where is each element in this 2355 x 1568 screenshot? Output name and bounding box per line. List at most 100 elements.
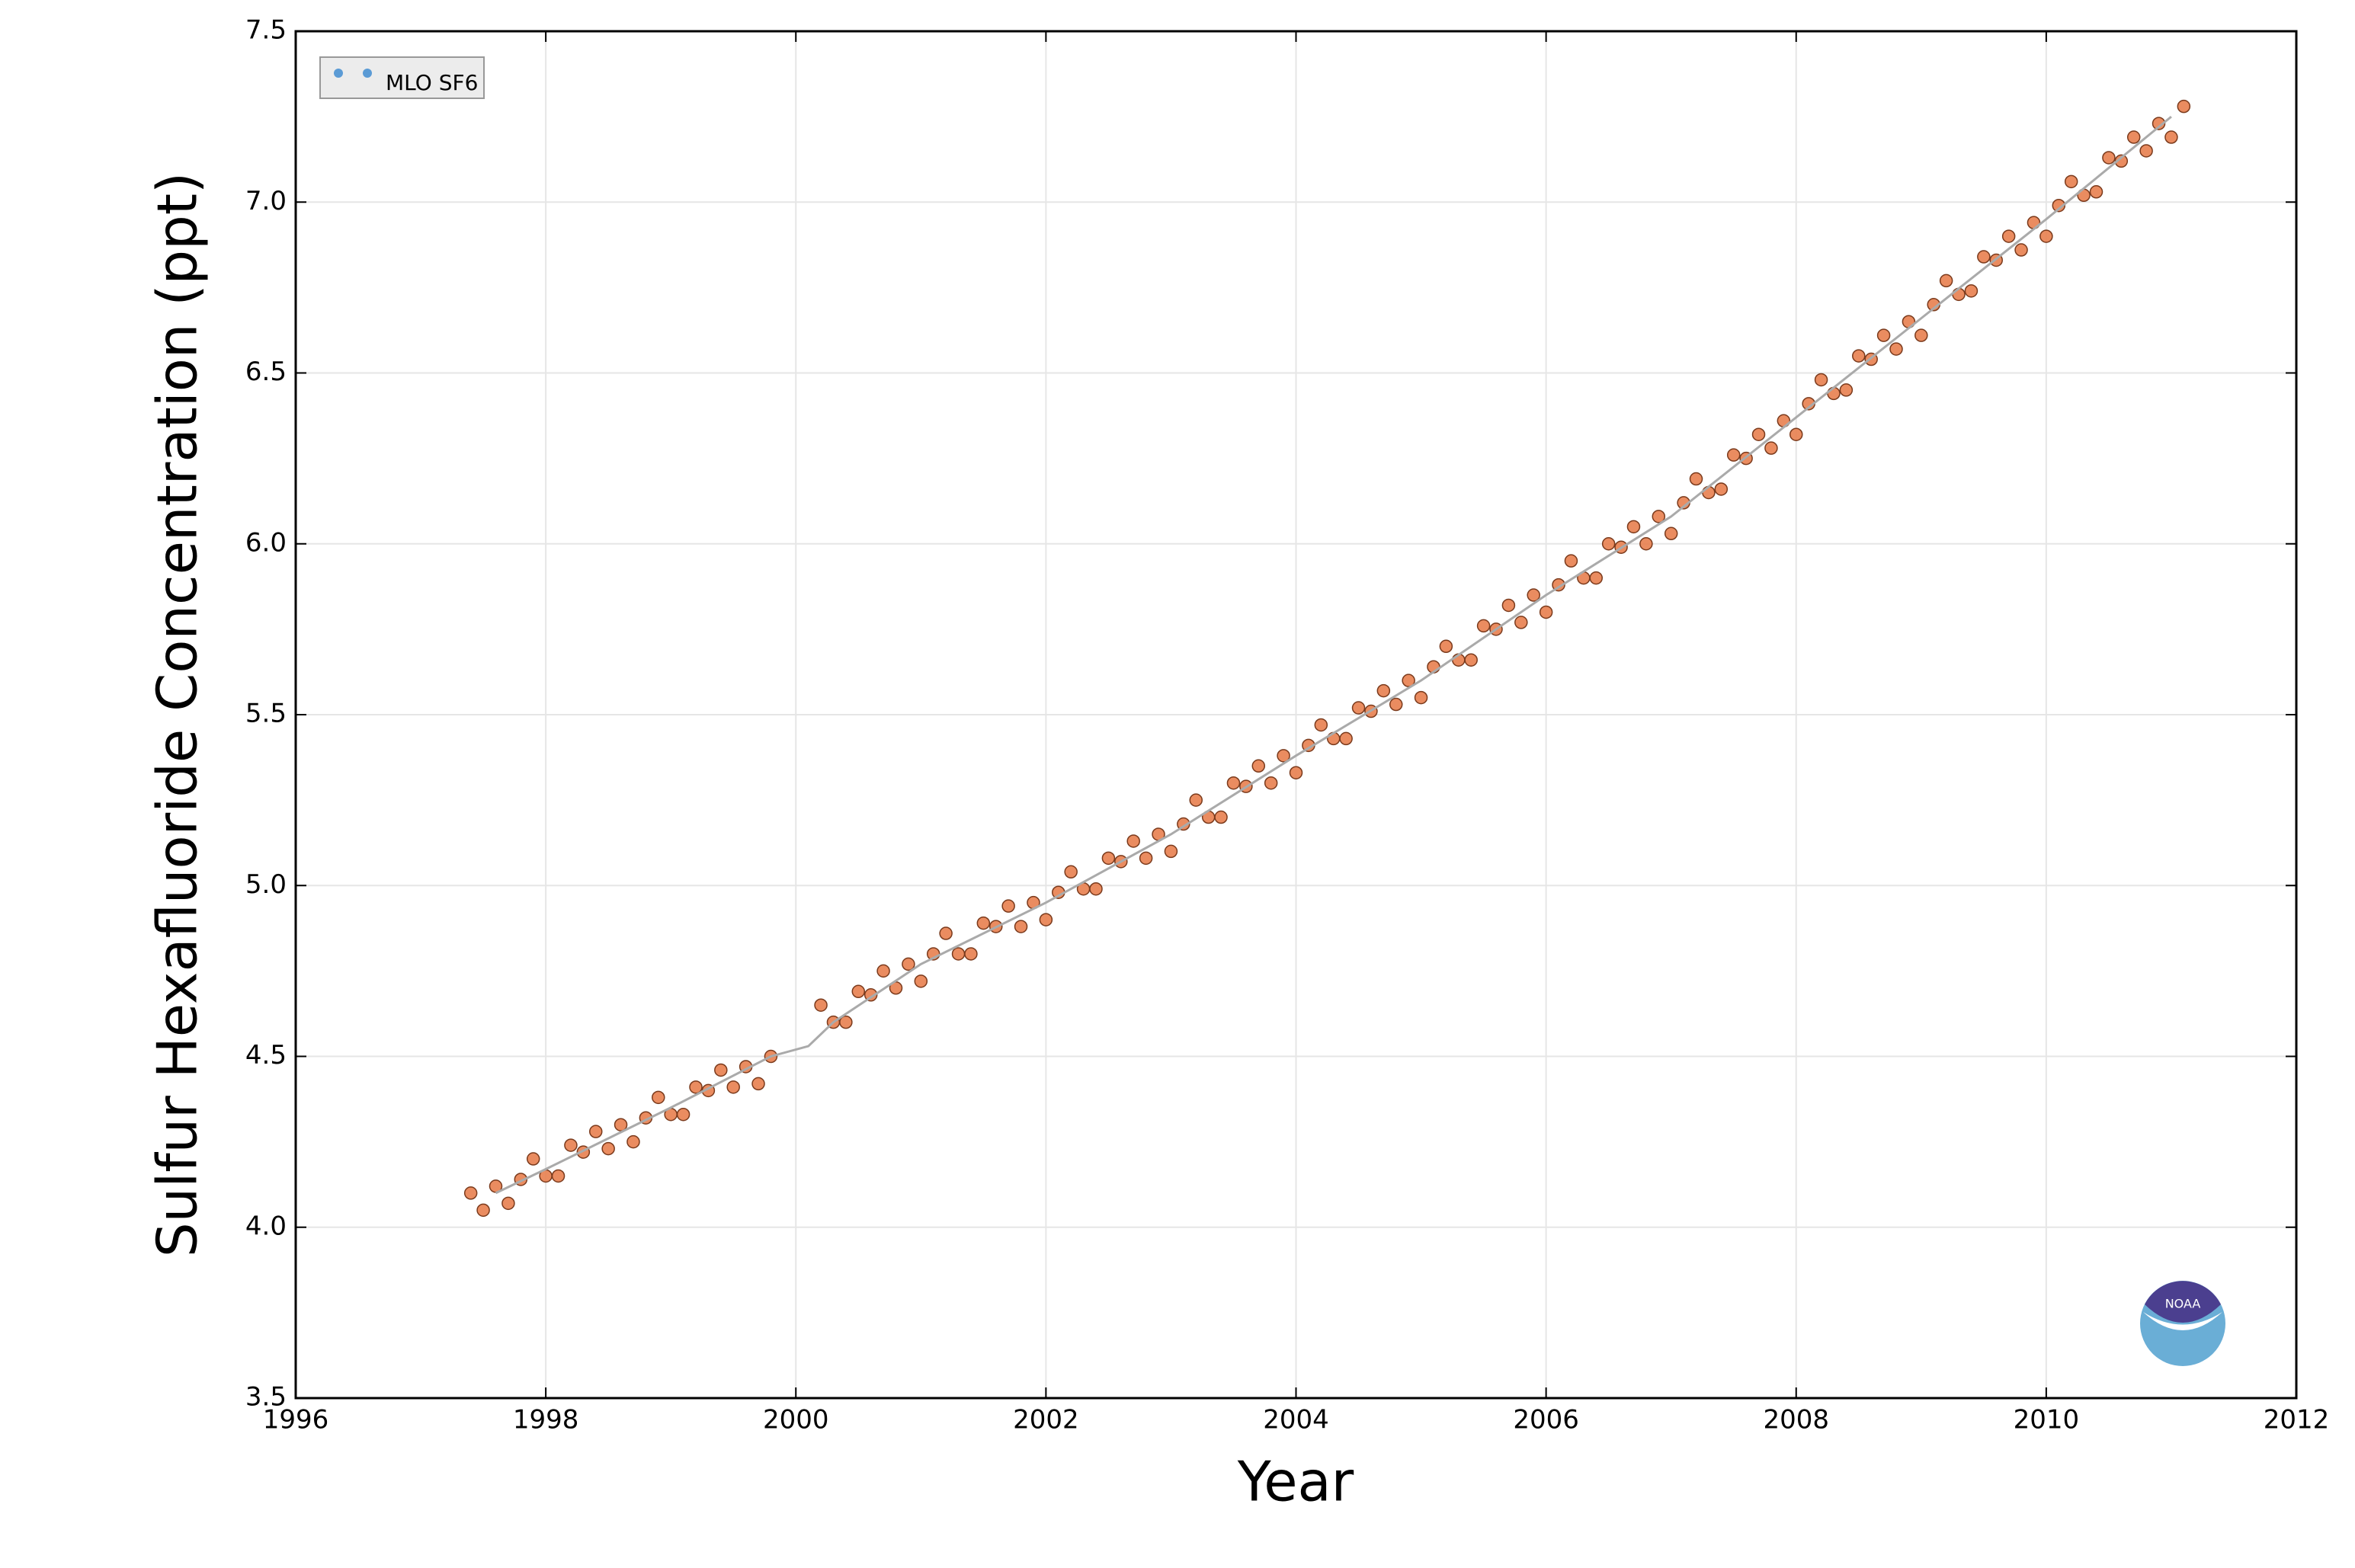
- data-point: [726, 1080, 740, 1094]
- data-point: [614, 1118, 628, 1131]
- data-point: [564, 1138, 578, 1152]
- data-point: [976, 916, 991, 930]
- data-point: [1689, 472, 1703, 486]
- data-point: [601, 1141, 615, 1156]
- data-point: [902, 957, 915, 971]
- data-point: [751, 1077, 765, 1091]
- data-point: [1964, 284, 1979, 298]
- data-point: [1189, 793, 1203, 807]
- data-point: [1977, 250, 1991, 264]
- data-point: [1626, 520, 1641, 534]
- data-point: [1001, 899, 1015, 913]
- data-point: [463, 1186, 478, 1200]
- data-point: [551, 1169, 566, 1183]
- data-point: [1601, 537, 1616, 551]
- data-point: [676, 1107, 690, 1122]
- data-point: [2164, 130, 2178, 144]
- data-point: [814, 998, 828, 1012]
- y-tick-label: 4.0: [245, 1211, 287, 1241]
- x-tick-label: 1998: [513, 1405, 579, 1435]
- data-point: [1101, 851, 1116, 866]
- data-point: [1351, 701, 1366, 715]
- data-point: [1564, 554, 1578, 568]
- data-point: [2052, 198, 2066, 213]
- data-point: [1039, 913, 1053, 926]
- data-point: [876, 964, 890, 978]
- data-point: [2089, 185, 2103, 199]
- legend-marker: [334, 69, 343, 78]
- data-point: [2152, 117, 2166, 130]
- data-point: [626, 1134, 640, 1149]
- data-point: [2102, 151, 2116, 165]
- data-point: [476, 1203, 490, 1218]
- data-point: [1089, 882, 1103, 896]
- y-tick-label: 5.5: [245, 699, 287, 729]
- data-point: [1726, 448, 1741, 462]
- data-point: [914, 974, 928, 988]
- data-point: [1527, 588, 1540, 602]
- data-point: [2039, 229, 2053, 243]
- data-point: [1664, 526, 1678, 541]
- data-point: [1876, 328, 1891, 342]
- y-axis-label: Sulfur Hexafluoride Concentration (ppt): [146, 172, 210, 1257]
- data-point: [1214, 810, 1228, 824]
- y-tick-label: 3.5: [245, 1382, 287, 1413]
- data-point: [939, 926, 953, 940]
- x-tick-label: 2004: [1263, 1405, 1329, 1435]
- data-point: [1414, 690, 1428, 705]
- y-tick-label: 7.5: [245, 15, 287, 46]
- legend-box: [319, 56, 485, 99]
- data-point: [1914, 328, 1928, 342]
- data-point: [2001, 229, 2016, 243]
- data-point: [1476, 619, 1491, 633]
- data-point: [1814, 373, 1828, 387]
- data-point: [1251, 759, 1266, 773]
- y-tick-label: 6.5: [245, 357, 287, 387]
- x-tick-label: 2000: [763, 1405, 829, 1435]
- data-point: [1827, 386, 1841, 401]
- logo-text: NOAA: [2165, 1297, 2201, 1311]
- x-axis-label: Year: [1237, 1450, 1354, 1514]
- x-tick-label: 2012: [2264, 1405, 2330, 1435]
- data-point: [652, 1090, 665, 1105]
- data-point: [501, 1196, 515, 1211]
- data-point: [1139, 851, 1153, 866]
- data-point: [1014, 920, 1028, 933]
- data-point: [1839, 383, 1854, 397]
- data-point: [589, 1125, 603, 1138]
- data-point: [1702, 485, 1716, 500]
- data-point: [1764, 441, 1778, 455]
- data-point: [1264, 776, 1278, 790]
- logo-gull: [2143, 1312, 2222, 1330]
- data-point: [1639, 537, 1653, 551]
- data-point: [1714, 482, 1729, 496]
- data-point: [1939, 274, 1953, 288]
- y-tick-label: 4.5: [245, 1040, 287, 1070]
- data-point: [1339, 731, 1353, 746]
- data-point: [1164, 844, 1178, 859]
- data-point: [1314, 718, 1328, 732]
- data-point: [851, 984, 866, 999]
- y-tick-label: 5.0: [245, 869, 287, 900]
- data-point: [1514, 616, 1528, 629]
- data-point: [714, 1063, 728, 1077]
- data-point: [2064, 174, 2078, 189]
- plot-frame: [294, 30, 2298, 1400]
- data-point: [1389, 697, 1403, 712]
- data-point: [1464, 653, 1478, 667]
- data-point: [2126, 130, 2141, 144]
- y-tick-label: 6.0: [245, 527, 287, 558]
- data-point: [1589, 571, 1603, 585]
- data-point: [1376, 683, 1391, 698]
- data-point: [839, 1015, 853, 1029]
- data-point: [951, 947, 966, 961]
- data-point: [2014, 243, 2028, 257]
- data-point: [1289, 766, 1303, 779]
- logo: NOAA: [2140, 1281, 2225, 1366]
- x-tick-label: 1996: [263, 1405, 329, 1435]
- data-point: [2139, 144, 2153, 158]
- data-point: [1402, 674, 1415, 687]
- data-point: [1852, 349, 1866, 363]
